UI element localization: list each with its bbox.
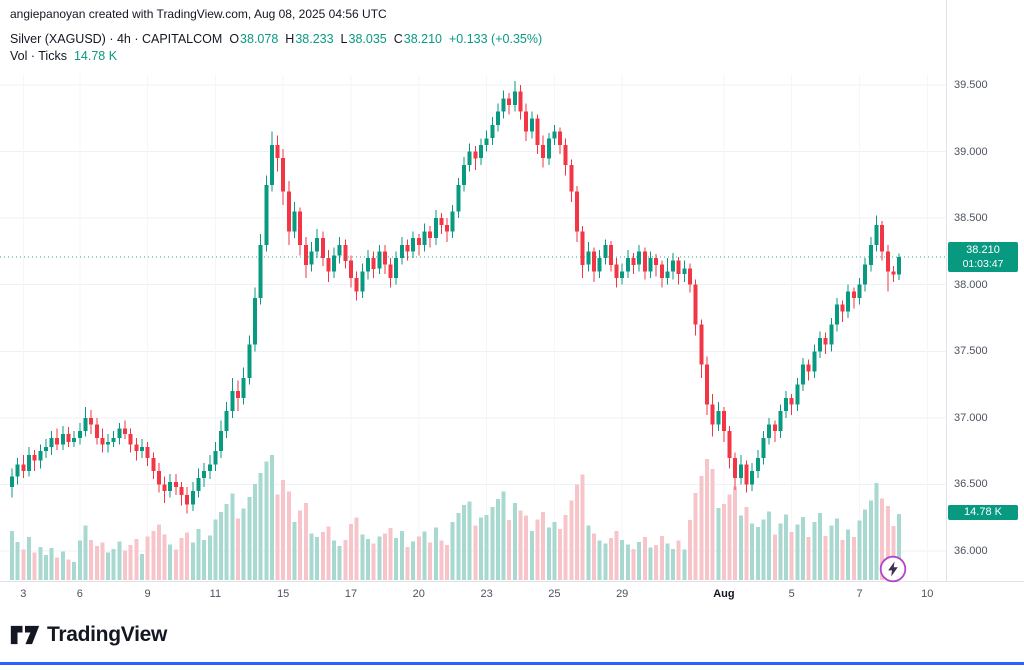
time-tick-label: 17	[344, 588, 358, 600]
open-value-pair: O38.078	[229, 31, 278, 48]
time-tick-label: 29	[616, 588, 629, 600]
time-tick-label: 23	[480, 588, 493, 600]
symbol-legend-row: Silver (XAGUSD) · 4h · CAPITALCOM O38.07…	[10, 31, 542, 48]
time-tick-label: 7	[856, 588, 863, 600]
current-volume-badge: 14.78 K	[948, 505, 1018, 521]
bar-countdown: 01:03:47	[962, 257, 1004, 270]
open-label: O	[229, 32, 240, 46]
price-tick-label: 36.000	[954, 545, 988, 557]
price-axis[interactable]: 39.500 39.000 38.500 38.000 37.500 37.000 36.5…	[946, 0, 1024, 581]
time-tick-label: Aug	[713, 588, 735, 600]
volume-legend-row: Vol · Ticks 14.78 K	[10, 48, 542, 65]
close-value: 38.210	[403, 32, 442, 46]
tradingview-logo-text: TradingView	[47, 623, 168, 646]
time-tick-label: 9	[144, 588, 151, 600]
current-price-badge: 38.210 01:03:47	[948, 241, 1018, 272]
high-label: H	[285, 32, 295, 46]
low-label: L	[340, 32, 348, 46]
time-tick-label: 3	[20, 588, 27, 600]
time-tick-label: 10	[921, 588, 934, 600]
time-axis[interactable]: 3 6 9 11 15 17 20 23 25 29 Aug 5 7 10	[0, 583, 946, 607]
time-tick-label: 6	[76, 588, 83, 600]
current-price-value: 38.210	[966, 243, 1000, 256]
boost-button[interactable]	[878, 554, 908, 584]
high-value: 38.233	[295, 32, 334, 46]
price-tick-label: 38.500	[954, 212, 988, 225]
price-tick-label: 39.500	[954, 79, 988, 91]
volume-indicator-title[interactable]: Vol · Ticks	[10, 49, 67, 63]
chart-legend: Silver (XAGUSD) · 4h · CAPITALCOM O38.07…	[10, 31, 542, 65]
attribution-text: angiepanoyan created with TradingView.co…	[10, 7, 387, 21]
time-tick-label: 5	[788, 588, 795, 600]
close-label: C	[393, 32, 403, 46]
lightning-icon	[879, 555, 907, 583]
low-value: 38.035	[348, 32, 387, 46]
close-value-pair: C38.210	[394, 31, 442, 48]
price-tick-label: 38.000	[954, 278, 988, 291]
time-tick-label: 20	[412, 588, 425, 600]
high-value-pair: H38.233	[285, 31, 333, 48]
volume-indicator-value: 14.78 K	[73, 49, 118, 63]
bottom-accent-bar	[0, 662, 1024, 665]
symbol-title[interactable]: Silver (XAGUSD) · 4h · CAPITALCOM	[10, 32, 223, 46]
change-value: +0.133 (+0.35%)	[449, 32, 543, 46]
price-tick-label: 39.000	[954, 145, 988, 158]
low-value-pair: L38.035	[341, 31, 387, 48]
time-tick-label: 25	[548, 588, 561, 600]
price-tick-label: 37.500	[954, 345, 988, 358]
price-tick-label: 37.000	[954, 411, 988, 424]
tradingview-logo-icon	[10, 625, 40, 645]
time-tick-label: 11	[209, 588, 222, 600]
price-tick-label: 36.500	[954, 478, 988, 491]
time-tick-label: 15	[277, 588, 290, 600]
tradingview-logo[interactable]: TradingView	[10, 622, 167, 648]
open-value: 38.078	[240, 32, 279, 46]
